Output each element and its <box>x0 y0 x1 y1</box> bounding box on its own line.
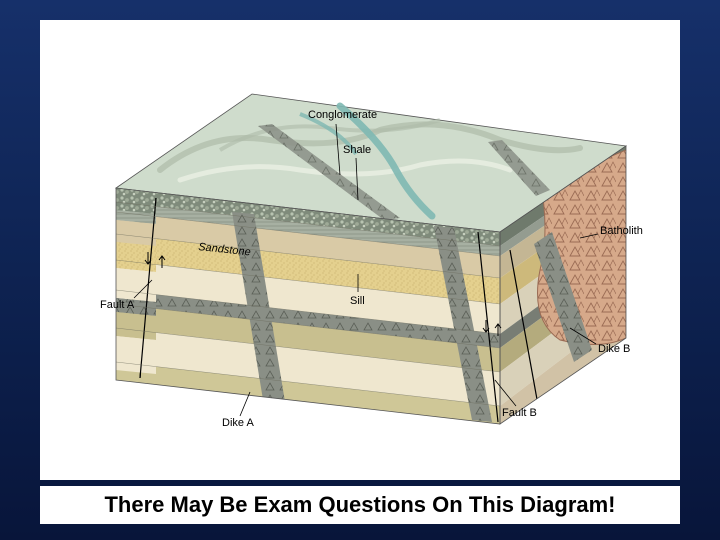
label-fault-b: Fault B <box>502 407 537 419</box>
label-dike-b: Dike B <box>598 343 630 355</box>
geology-block-diagram: Conglomerate Shale Sandstone Sill Bathol… <box>40 20 680 480</box>
label-conglomerate: Conglomerate <box>308 109 377 121</box>
diagram-svg: Conglomerate Shale Sandstone Sill Bathol… <box>40 20 680 480</box>
slide: Conglomerate Shale Sandstone Sill Bathol… <box>0 0 720 540</box>
label-batholith: Batholith <box>600 225 643 237</box>
label-sill: Sill <box>350 295 365 307</box>
label-fault-a: Fault A <box>100 299 135 311</box>
label-shale: Shale <box>343 144 371 156</box>
label-dike-a: Dike A <box>222 417 254 429</box>
slide-caption: There May Be Exam Questions On This Diag… <box>40 486 680 524</box>
